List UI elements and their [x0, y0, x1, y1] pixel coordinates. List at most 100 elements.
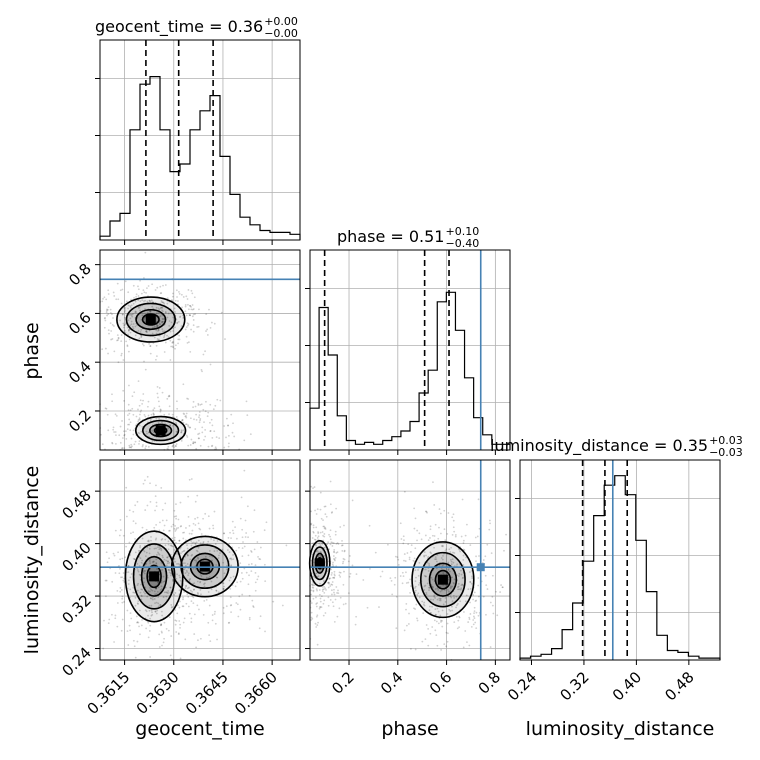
scatter-point: [321, 542, 324, 545]
scatter-point: [187, 574, 190, 577]
scatter-point: [198, 416, 200, 419]
scatter-point: [132, 284, 135, 287]
scatter-point: [178, 620, 181, 622]
scatter-point: [202, 540, 205, 543]
scatter-point: [123, 399, 125, 402]
scatter-point: [171, 605, 174, 608]
scatter-point: [324, 513, 327, 516]
scatter-panel-geocent-time-luminosity-distance: 0.240.320.400.48: [58, 459, 301, 680]
scatter-point: [192, 313, 195, 316]
scatter-point: [248, 574, 250, 577]
scatter-point: [176, 563, 178, 565]
scatter-point: [137, 603, 139, 605]
scatter-point: [194, 405, 197, 408]
scatter-point: [429, 525, 432, 528]
scatter-point: [451, 558, 454, 561]
scatter-point: [323, 533, 326, 535]
scatter-point: [188, 612, 191, 615]
scatter-point: [136, 640, 139, 643]
scatter-point: [185, 412, 188, 415]
scatter-point: [137, 582, 140, 585]
scatter-point: [190, 617, 193, 620]
scatter-point: [246, 414, 249, 417]
scatter-point: [117, 337, 120, 340]
scatter-point: [134, 522, 137, 525]
scatter-point: [422, 612, 425, 615]
scatter-point: [109, 322, 112, 325]
scatter-point: [230, 604, 233, 606]
scatter-point: [455, 595, 458, 598]
scatter-point: [121, 601, 124, 604]
scatter-point: [109, 308, 112, 311]
scatter-point: [141, 618, 143, 621]
scatter-point: [324, 587, 327, 590]
scatter-point: [407, 543, 410, 546]
scatter-point: [471, 577, 474, 579]
scatter-point: [179, 579, 182, 582]
scatter-point: [173, 509, 176, 512]
scatter-point: [423, 551, 426, 553]
scatter-point: [144, 447, 147, 450]
scatter-point: [441, 619, 443, 622]
scatter-point: [167, 312, 170, 315]
scatter-point: [185, 423, 188, 426]
scatter-point: [186, 324, 189, 327]
scatter-point: [331, 583, 334, 586]
scatter-point: [204, 429, 207, 431]
scatter-point: [450, 559, 452, 561]
x-tick-label: 0.3615: [84, 668, 134, 718]
scatter-point: [162, 284, 164, 287]
scatter-point: [145, 330, 148, 333]
scatter-point: [196, 580, 199, 583]
scatter-point: [173, 307, 176, 310]
scatter-point: [179, 600, 181, 603]
scatter-point: [161, 391, 164, 394]
scatter-point: [414, 585, 417, 588]
scatter-point: [458, 626, 461, 629]
x-tick-label: 0.3630: [133, 668, 183, 718]
scatter-point: [330, 568, 332, 571]
scatter-point: [148, 342, 151, 345]
scatter-point: [128, 509, 131, 512]
scatter-point: [437, 622, 440, 625]
scatter-point: [187, 424, 189, 427]
scatter-point: [145, 430, 148, 433]
scatter-point: [324, 505, 327, 508]
scatter-point: [323, 546, 326, 549]
scatter-point: [453, 596, 456, 599]
scatter-point: [159, 315, 162, 318]
scatter-point: [118, 434, 121, 437]
scatter-point: [146, 546, 149, 549]
scatter-point: [117, 551, 119, 554]
scatter-point: [161, 508, 164, 511]
scatter-point: [191, 308, 194, 311]
scatter-point: [264, 630, 266, 633]
scatter-point: [431, 578, 434, 581]
scatter-point: [160, 292, 163, 294]
scatter-point: [437, 610, 440, 613]
scatter-point: [161, 328, 164, 330]
scatter-point: [403, 629, 406, 632]
scatter-point: [215, 436, 218, 439]
scatter-point: [423, 585, 426, 588]
scatter-point: [322, 519, 324, 522]
scatter-point: [119, 529, 122, 531]
scatter-point: [439, 512, 442, 515]
scatter-point: [332, 561, 334, 564]
scatter-point: [128, 444, 131, 447]
scatter-point: [415, 603, 418, 606]
scatter-point: [211, 424, 214, 427]
scatter-point: [176, 573, 179, 576]
scatter-point: [146, 311, 149, 314]
scatter-point: [434, 613, 437, 616]
scatter-point: [150, 539, 152, 542]
scatter-point: [238, 595, 241, 598]
scatter-point: [204, 350, 206, 353]
scatter-point: [341, 544, 344, 547]
scatter-point: [144, 555, 147, 558]
scatter-point: [467, 588, 470, 591]
scatter-point: [310, 522, 313, 525]
scatter-point: [140, 328, 143, 331]
scatter-point: [426, 511, 428, 514]
scatter-point: [477, 498, 480, 501]
